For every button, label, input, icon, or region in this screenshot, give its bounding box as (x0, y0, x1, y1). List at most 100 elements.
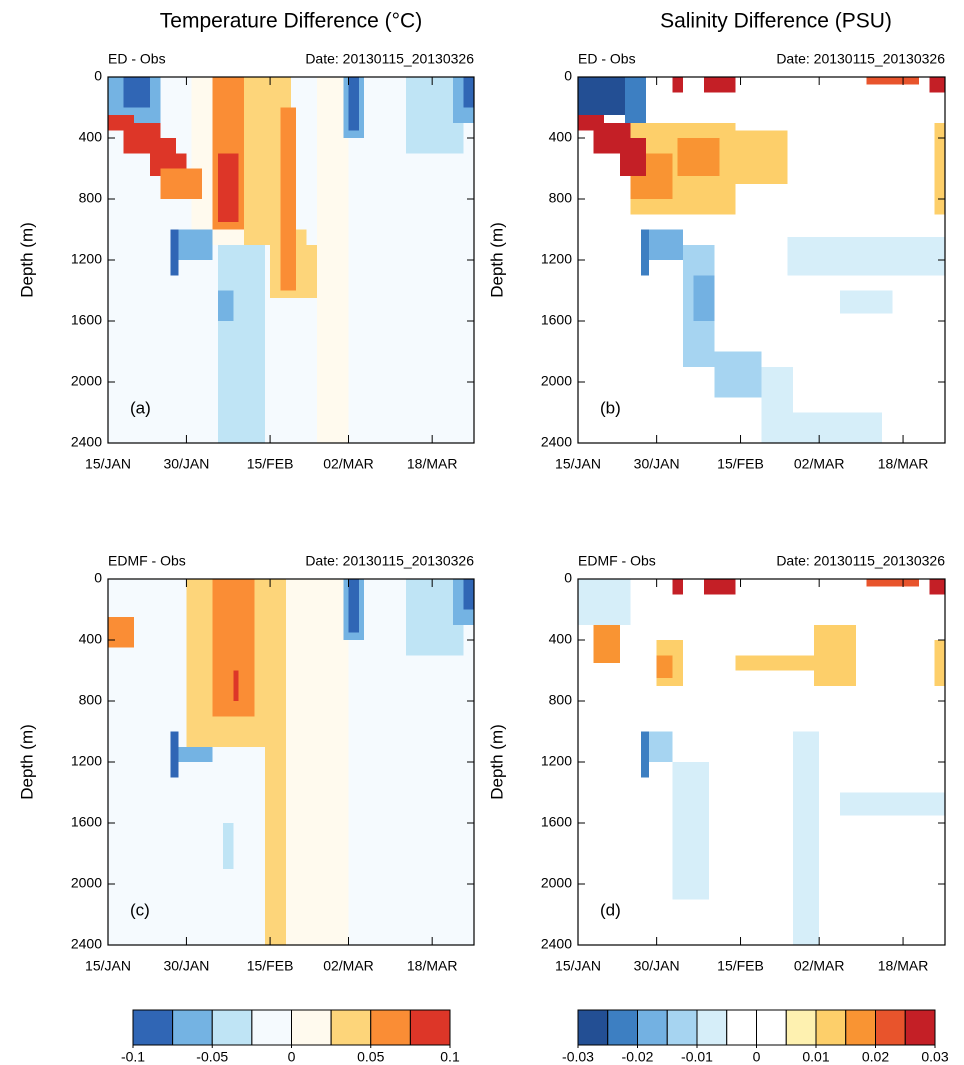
heat-cell (656, 655, 673, 679)
plot-area (578, 579, 945, 945)
heat-cell (703, 77, 736, 93)
panel-date: Date: 20130115_20130326 (776, 553, 945, 569)
y-tick-label: 2400 (71, 434, 102, 450)
y-tick-label: 1600 (71, 814, 102, 830)
heat-cell (929, 77, 945, 93)
heat-cell (640, 731, 649, 778)
heat-cell (929, 579, 945, 595)
x-tick-label: 30/JAN (634, 456, 680, 472)
colorbar-box (785, 1009, 817, 1046)
heat-cell (280, 107, 297, 291)
y-tick-label: 1600 (541, 814, 572, 830)
colorbar-box (756, 1009, 787, 1046)
heat-cell (264, 579, 286, 945)
colorbar-box (409, 1009, 451, 1046)
heat-cell (223, 823, 234, 869)
heat-cell (463, 579, 474, 610)
colorbar-box (251, 1009, 292, 1046)
colorbar-tick-label: 0 (288, 1049, 296, 1065)
y-tick-label: 0 (94, 68, 102, 84)
panel-date: Date: 20130115_20130326 (305, 553, 474, 569)
heat-cell (170, 731, 179, 778)
x-tick-label: 18/MAR (407, 456, 458, 472)
y-tick-label: 400 (549, 129, 573, 145)
heat-cell (714, 351, 762, 398)
panel-subtitle: ED - Obs (108, 51, 166, 67)
x-tick-label: 15/JAN (555, 958, 601, 974)
y-tick-label: 800 (549, 190, 573, 206)
colorbar-box (637, 1009, 668, 1046)
colorbar-box (875, 1009, 906, 1046)
colorbar-box (370, 1009, 411, 1046)
y-tick-label: 400 (79, 129, 103, 145)
panel-label: (b) (600, 398, 621, 417)
plot-area (108, 77, 474, 443)
colorbar-tick-label: -0.01 (681, 1049, 713, 1065)
y-tick-label: 400 (79, 631, 103, 647)
y-tick-label: 1600 (71, 312, 102, 328)
y-tick-label: 1600 (541, 312, 572, 328)
x-tick-label: 30/JAN (163, 456, 209, 472)
y-axis-label: Depth (m) (17, 724, 36, 800)
colorbar-tick-label: 0.03 (921, 1049, 948, 1065)
y-axis-label: Depth (m) (17, 222, 36, 298)
colorbar-box (696, 1009, 728, 1046)
x-tick-label: 15/JAN (85, 456, 131, 472)
y-tick-label: 800 (79, 190, 103, 206)
y-tick-label: 2400 (541, 936, 572, 952)
colorbar-box (291, 1009, 332, 1046)
x-tick-label: 18/MAR (407, 958, 458, 974)
panel-label: (a) (130, 398, 151, 417)
heat-cell (840, 290, 893, 314)
heat-cell (170, 229, 179, 276)
heat-cell (840, 792, 945, 816)
heat-cell (735, 130, 788, 184)
heat-cell (934, 640, 945, 686)
colorbar-tick-label: -0.1 (121, 1049, 145, 1065)
y-axis-label: Depth (m) (487, 222, 506, 298)
heat-cell (761, 366, 793, 443)
panel-date: Date: 20130115_20130326 (776, 51, 945, 67)
y-tick-label: 400 (549, 631, 573, 647)
heat-cell (285, 579, 349, 945)
panel-subtitle: ED - Obs (578, 51, 636, 67)
x-tick-label: 15/FEB (717, 958, 764, 974)
x-tick-label: 02/MAR (794, 456, 845, 472)
column-title: Salinity Difference (PSU) (660, 10, 892, 33)
y-tick-label: 0 (94, 570, 102, 586)
y-tick-label: 800 (79, 692, 103, 708)
colorbar-tick-label: 0.05 (357, 1049, 384, 1065)
colorbar-box (845, 1009, 876, 1046)
x-tick-label: 30/JAN (163, 958, 209, 974)
x-tick-label: 02/MAR (323, 958, 374, 974)
colorbar-tick-label: -0.05 (196, 1049, 228, 1065)
y-tick-label: 1200 (541, 251, 572, 267)
y-tick-label: 2400 (71, 936, 102, 952)
x-tick-label: 18/MAR (878, 456, 929, 472)
plot-area (108, 579, 474, 945)
heat-cell (813, 624, 856, 686)
x-tick-label: 15/FEB (717, 456, 764, 472)
heat-cell (703, 579, 736, 595)
colorbar-box (666, 1009, 698, 1046)
heat-cell (217, 153, 239, 222)
heat-cell (866, 579, 919, 587)
y-tick-label: 2000 (541, 875, 572, 891)
heat-cell (233, 670, 239, 701)
y-tick-label: 1200 (541, 753, 572, 769)
y-tick-label: 2000 (541, 373, 572, 389)
colorbar-box (330, 1009, 372, 1046)
colorbar-box (607, 1009, 638, 1046)
x-tick-label: 30/JAN (634, 958, 680, 974)
colorbar-box (132, 1009, 174, 1046)
heat-cell (348, 579, 359, 633)
heat-cell (672, 77, 683, 93)
y-tick-label: 2400 (541, 434, 572, 450)
heat-cell (792, 731, 820, 945)
heat-cell (178, 746, 213, 762)
colorbar-tick-label: -0.02 (622, 1049, 654, 1065)
heat-cell (578, 77, 631, 116)
colorbar-tick-label: 0 (753, 1049, 761, 1065)
